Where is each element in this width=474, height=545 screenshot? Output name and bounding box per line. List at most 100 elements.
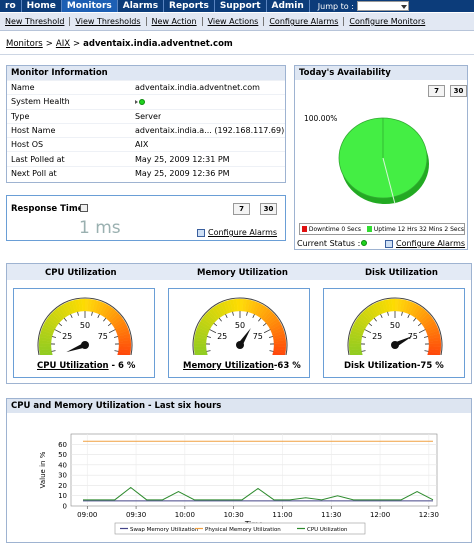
- legend-swatch-downtime: [302, 226, 307, 232]
- nav-item-reports[interactable]: Reports: [164, 0, 215, 12]
- top-nav: ro Home Monitors Alarms Reports Support …: [0, 0, 474, 12]
- new-action-link[interactable]: New Action: [147, 17, 203, 26]
- gauge-hub: [391, 341, 399, 349]
- gauge-tick-label: 75: [253, 332, 263, 341]
- info-value: adventaix.india.a... (192.168.117.69): [135, 126, 285, 136]
- jump-to-label: Jump to :: [317, 1, 354, 11]
- response-time-info-icon[interactable]: [80, 204, 88, 212]
- plot-area: [70, 433, 438, 507]
- divider: [0, 54, 474, 55]
- nav-item-home[interactable]: Home: [22, 0, 62, 12]
- new-threshold-link[interactable]: New Threshold: [0, 17, 71, 26]
- cpu-utilization-value: - 6 %: [108, 361, 136, 371]
- cpu-utilization-link[interactable]: CPU Utilization: [37, 361, 109, 371]
- nav-item-partial[interactable]: ro: [0, 0, 22, 12]
- info-row-hostname: Host Name adventaix.india.a... (192.168.…: [7, 122, 285, 137]
- info-value: Server: [135, 111, 162, 121]
- breadcrumb-current: adventaix.india.adventnet.com: [83, 39, 233, 49]
- info-label: Name: [11, 83, 35, 93]
- response-time-panel: Response Time 7 30 1 ms Configure Alarms: [6, 195, 286, 241]
- memory-utilization-value: -63 %: [273, 361, 301, 371]
- utilization-panel: CPU Utilization Memory Utilization Disk …: [6, 263, 472, 384]
- gauge-tick: [206, 350, 211, 352]
- nav-item-monitors[interactable]: Monitors: [61, 0, 118, 12]
- y-tick-label: 20: [58, 482, 67, 490]
- gauge-tick: [107, 323, 112, 327]
- configure-alarms-link[interactable]: Configure Alarms: [264, 17, 345, 26]
- memory-utilization-link[interactable]: Memory Utilization: [183, 361, 274, 371]
- y-tick-label: 50: [58, 451, 67, 459]
- info-label: Type: [11, 111, 30, 121]
- gauge-tick: [387, 311, 389, 316]
- configure-monitors-link[interactable]: Configure Monitors: [349, 17, 426, 26]
- availability-period-30-button[interactable]: 30: [450, 85, 467, 97]
- breadcrumb-monitors[interactable]: Monitors: [6, 39, 43, 49]
- x-tick-label: 11:00: [272, 511, 292, 519]
- gauge-tick: [423, 336, 429, 338]
- info-row-next-poll: Next Poll at May 25, 2009 12:36 PM: [7, 165, 285, 180]
- view-actions-link[interactable]: View Actions: [203, 17, 265, 26]
- gauge-tick: [258, 317, 262, 322]
- info-row-hostos: Host OS AIX: [7, 137, 285, 151]
- chart-legend: [114, 522, 366, 535]
- breadcrumb-separator: >: [73, 39, 81, 49]
- info-row-health: System Health: [7, 94, 285, 108]
- health-status-icon[interactable]: [139, 98, 145, 105]
- current-status-label: Current Status :: [297, 239, 361, 248]
- gauge-tick: [213, 323, 218, 327]
- memory-gauge: 25 50 75: [192, 297, 288, 355]
- gauge-tick: [364, 329, 372, 334]
- nav-item-support[interactable]: Support: [215, 0, 267, 12]
- gauge-tick: [373, 317, 377, 322]
- period-30-button[interactable]: 30: [260, 203, 277, 215]
- gauge-band-segment: [117, 353, 123, 355]
- gauge-tick-label: 25: [217, 332, 227, 341]
- info-label: Last Polled at: [11, 154, 65, 164]
- y-tick-label: 10: [58, 492, 67, 500]
- jump-to-select[interactable]: [356, 1, 409, 11]
- view-thresholds-link[interactable]: View Thresholds: [70, 17, 147, 26]
- gauge-tick: [380, 314, 383, 319]
- legend-uptime-label: Uptime 12 Hrs 32 Mins 2 Secs: [373, 225, 464, 233]
- info-value: AIX: [135, 140, 149, 150]
- info-row-type: Type Server: [7, 108, 285, 123]
- breadcrumb-aix[interactable]: AIX: [55, 39, 71, 49]
- availability-period-7-button[interactable]: 7: [428, 85, 445, 97]
- gauge-tick: [424, 350, 429, 352]
- gauge-tick-label: 75: [408, 332, 418, 341]
- cpu-gauge: 25 50 75: [37, 297, 133, 355]
- disk-gauge: 25 50 75: [347, 297, 443, 355]
- current-status-icon[interactable]: [361, 240, 367, 246]
- availability-panel: Today's Availability 7 30 100.00% Downti…: [294, 65, 468, 250]
- memory-gauge-box: 25 50 75 Memory Utilization-63 %: [168, 288, 310, 378]
- nav-item-alarms[interactable]: Alarms: [118, 0, 165, 12]
- cpu-memory-chart-title: CPU and Memory Utilization - Last six ho…: [7, 399, 471, 413]
- configure-alarms-availability[interactable]: Configure Alarms: [385, 239, 465, 248]
- gauge-hub: [236, 341, 244, 349]
- info-row-last-polled: Last Polled at May 25, 2009 12:31 PM: [7, 151, 285, 165]
- gauge-tick: [54, 329, 62, 334]
- monitor-info-panel: Monitor Information Name adventaix.india…: [6, 65, 286, 183]
- x-tick-label: 10:00: [175, 511, 195, 519]
- gauge-tick: [232, 311, 234, 316]
- disk-utilization-value: Disk Utilization-75 %: [344, 361, 444, 371]
- gauge-tick-label: 75: [98, 332, 108, 341]
- cpu-memory-chart-panel: CPU and Memory Utilization - Last six ho…: [6, 398, 472, 543]
- monitor-info-title: Monitor Information: [7, 66, 285, 80]
- period-7-button[interactable]: 7: [233, 203, 250, 215]
- x-tick-label: 12:00: [370, 511, 390, 519]
- configure-alarms-response[interactable]: Configure Alarms: [197, 228, 277, 237]
- breadcrumb: Monitors > AIX > adventaix.india.adventnet.c…: [6, 39, 233, 49]
- gauge-tick: [206, 336, 212, 338]
- gauge-tick: [114, 350, 119, 352]
- info-label: Host OS: [11, 140, 44, 150]
- info-value: May 25, 2009 12:31 PM: [135, 154, 230, 164]
- x-tick-label: 09:30: [126, 511, 146, 519]
- configure-alarms-label: Configure Alarms: [396, 239, 466, 248]
- configure-alarms-label: Configure Alarms: [208, 228, 278, 237]
- gauge-tick: [246, 311, 248, 316]
- availability-title: Today's Availability: [295, 66, 467, 80]
- y-tick-label: 0: [63, 503, 67, 511]
- nav-item-admin[interactable]: Admin: [267, 0, 310, 12]
- gauge-outline: [347, 297, 443, 355]
